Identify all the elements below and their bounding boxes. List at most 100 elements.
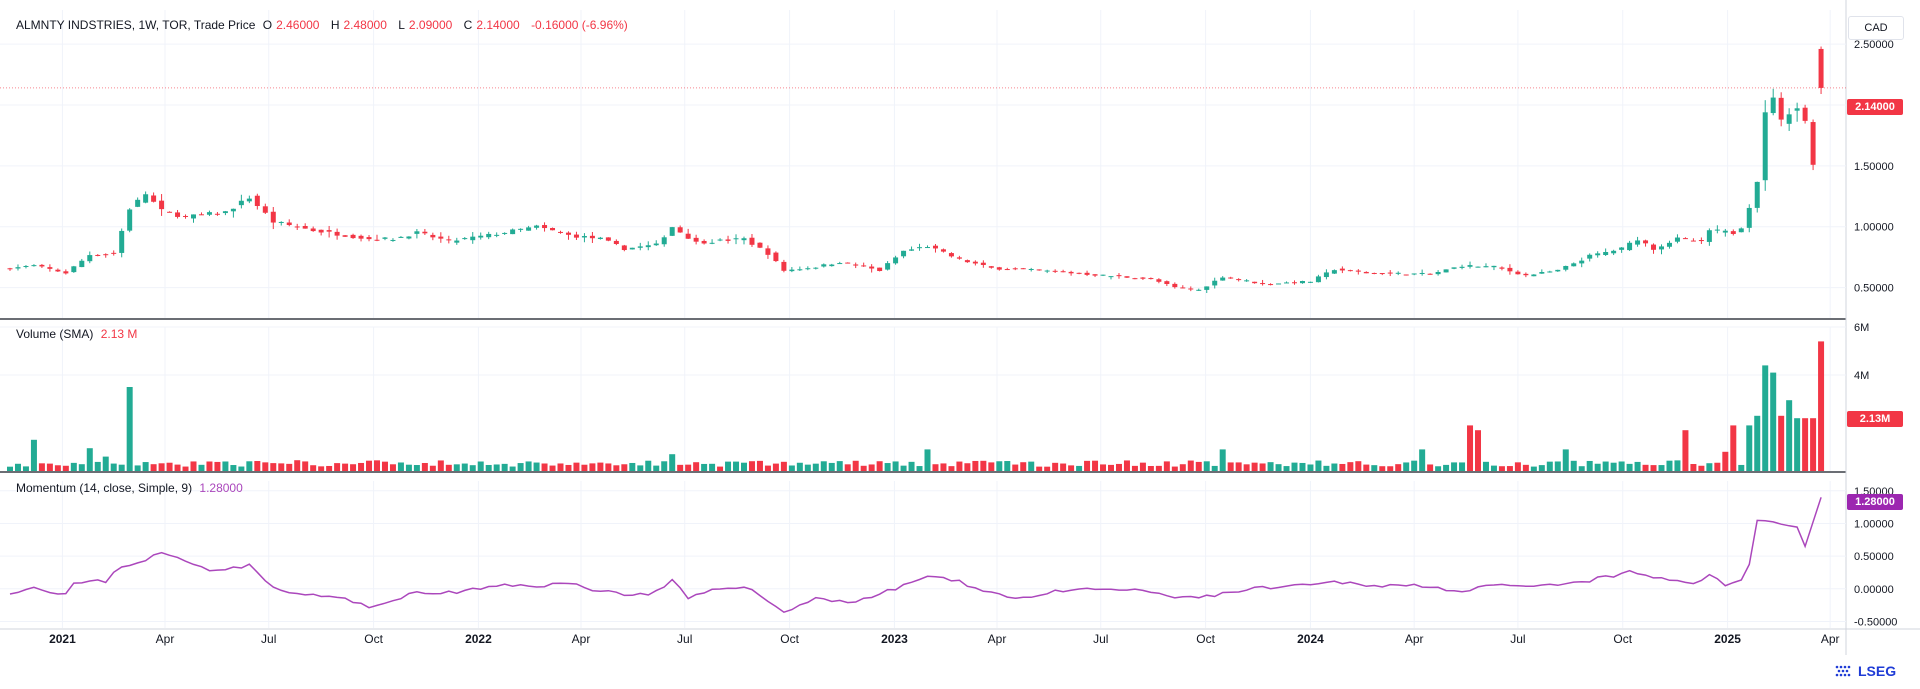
x-tick-label: Apr [572,632,591,646]
candle [1491,265,1497,268]
candle [940,249,946,252]
candle [629,247,635,250]
candle [1571,263,1577,267]
candle [573,234,579,238]
candle [71,266,77,273]
volume-bar [1355,461,1362,471]
candle [542,225,548,229]
candle [741,238,747,241]
candle [406,236,412,239]
candle [55,269,61,272]
candle [1411,273,1417,275]
candles [7,46,1824,293]
candle [1315,276,1321,283]
volume-bar [421,462,428,471]
volume-bar [1778,415,1785,471]
candle [1044,270,1050,272]
volume-bar [230,465,237,471]
volume-bar [310,465,317,471]
volume-bar [884,463,891,471]
volume-bar [980,460,987,471]
volume-bar [1658,465,1665,471]
volume-bar [637,465,644,471]
volume-bar [1036,466,1043,471]
volume-bar [78,464,85,471]
volume-bar [429,465,436,471]
candle [757,242,763,248]
volume-bar [876,461,883,471]
volume-bar [629,462,636,471]
candle [1643,240,1649,244]
candle [1268,284,1274,286]
candle [821,264,827,267]
currency-selector[interactable]: CAD [1848,16,1904,40]
volume-bar [174,464,181,471]
x-tick-label: Oct [364,632,383,646]
volume-bar [1562,449,1569,471]
candle [1276,283,1282,285]
volume-bar [1020,462,1027,471]
volume-bar [1179,464,1186,471]
candle [1060,271,1066,273]
candle [1451,267,1457,269]
volume-bar [1594,463,1601,471]
x-tick-label: Apr [988,632,1007,646]
candle [1738,228,1744,233]
momentum-legend-title: Momentum (14, close, Simple, 9) [16,481,193,495]
volume-bar [366,460,373,471]
candle [1236,279,1242,281]
volume-bar [1347,462,1354,471]
volume-bar [1610,462,1617,471]
candle [127,209,133,231]
volume-bar [812,463,819,471]
candle [558,231,563,233]
volume-bar [573,462,580,471]
candle [222,211,228,214]
candle [1595,253,1601,256]
candle [206,212,212,215]
volume-bar [1467,425,1474,471]
candle [39,264,45,267]
candle [1587,254,1593,259]
candle [334,231,340,236]
volume-bar [493,464,500,471]
candle [1746,207,1752,228]
candle [972,261,978,264]
volume-bar [677,464,684,471]
candle [462,238,468,240]
volume-bar [158,463,165,471]
volume-legend-title: Volume (SMA) [16,327,94,341]
volume-bar [900,465,907,471]
price-tag: 2.14000 [1847,99,1903,115]
candle [534,225,540,228]
volume-bar [1602,461,1609,471]
x-tick-label: Oct [1613,632,1632,646]
candle [685,233,691,239]
volume-bar [62,465,69,471]
candle [581,236,587,238]
volume-bar [932,464,939,471]
volume-bars [7,341,1825,471]
candle [1172,283,1178,288]
candle [1204,286,1210,290]
volume-bar [1299,462,1306,471]
candle [23,266,29,268]
volume-bar [1746,425,1753,471]
candle [103,254,109,256]
volume-bar [1395,464,1402,471]
candle [1164,281,1170,285]
volume-bar [334,463,341,471]
candle [438,236,444,239]
volume-bar [54,465,61,471]
candle [198,214,204,216]
candle [374,239,380,241]
volume-bar [828,462,835,471]
candle [278,221,284,223]
candle [1028,268,1034,270]
candle [893,257,899,264]
volume-bar [46,463,53,471]
volume-bar [764,465,771,471]
volume-bar [788,465,795,471]
volume-bar [517,463,524,471]
